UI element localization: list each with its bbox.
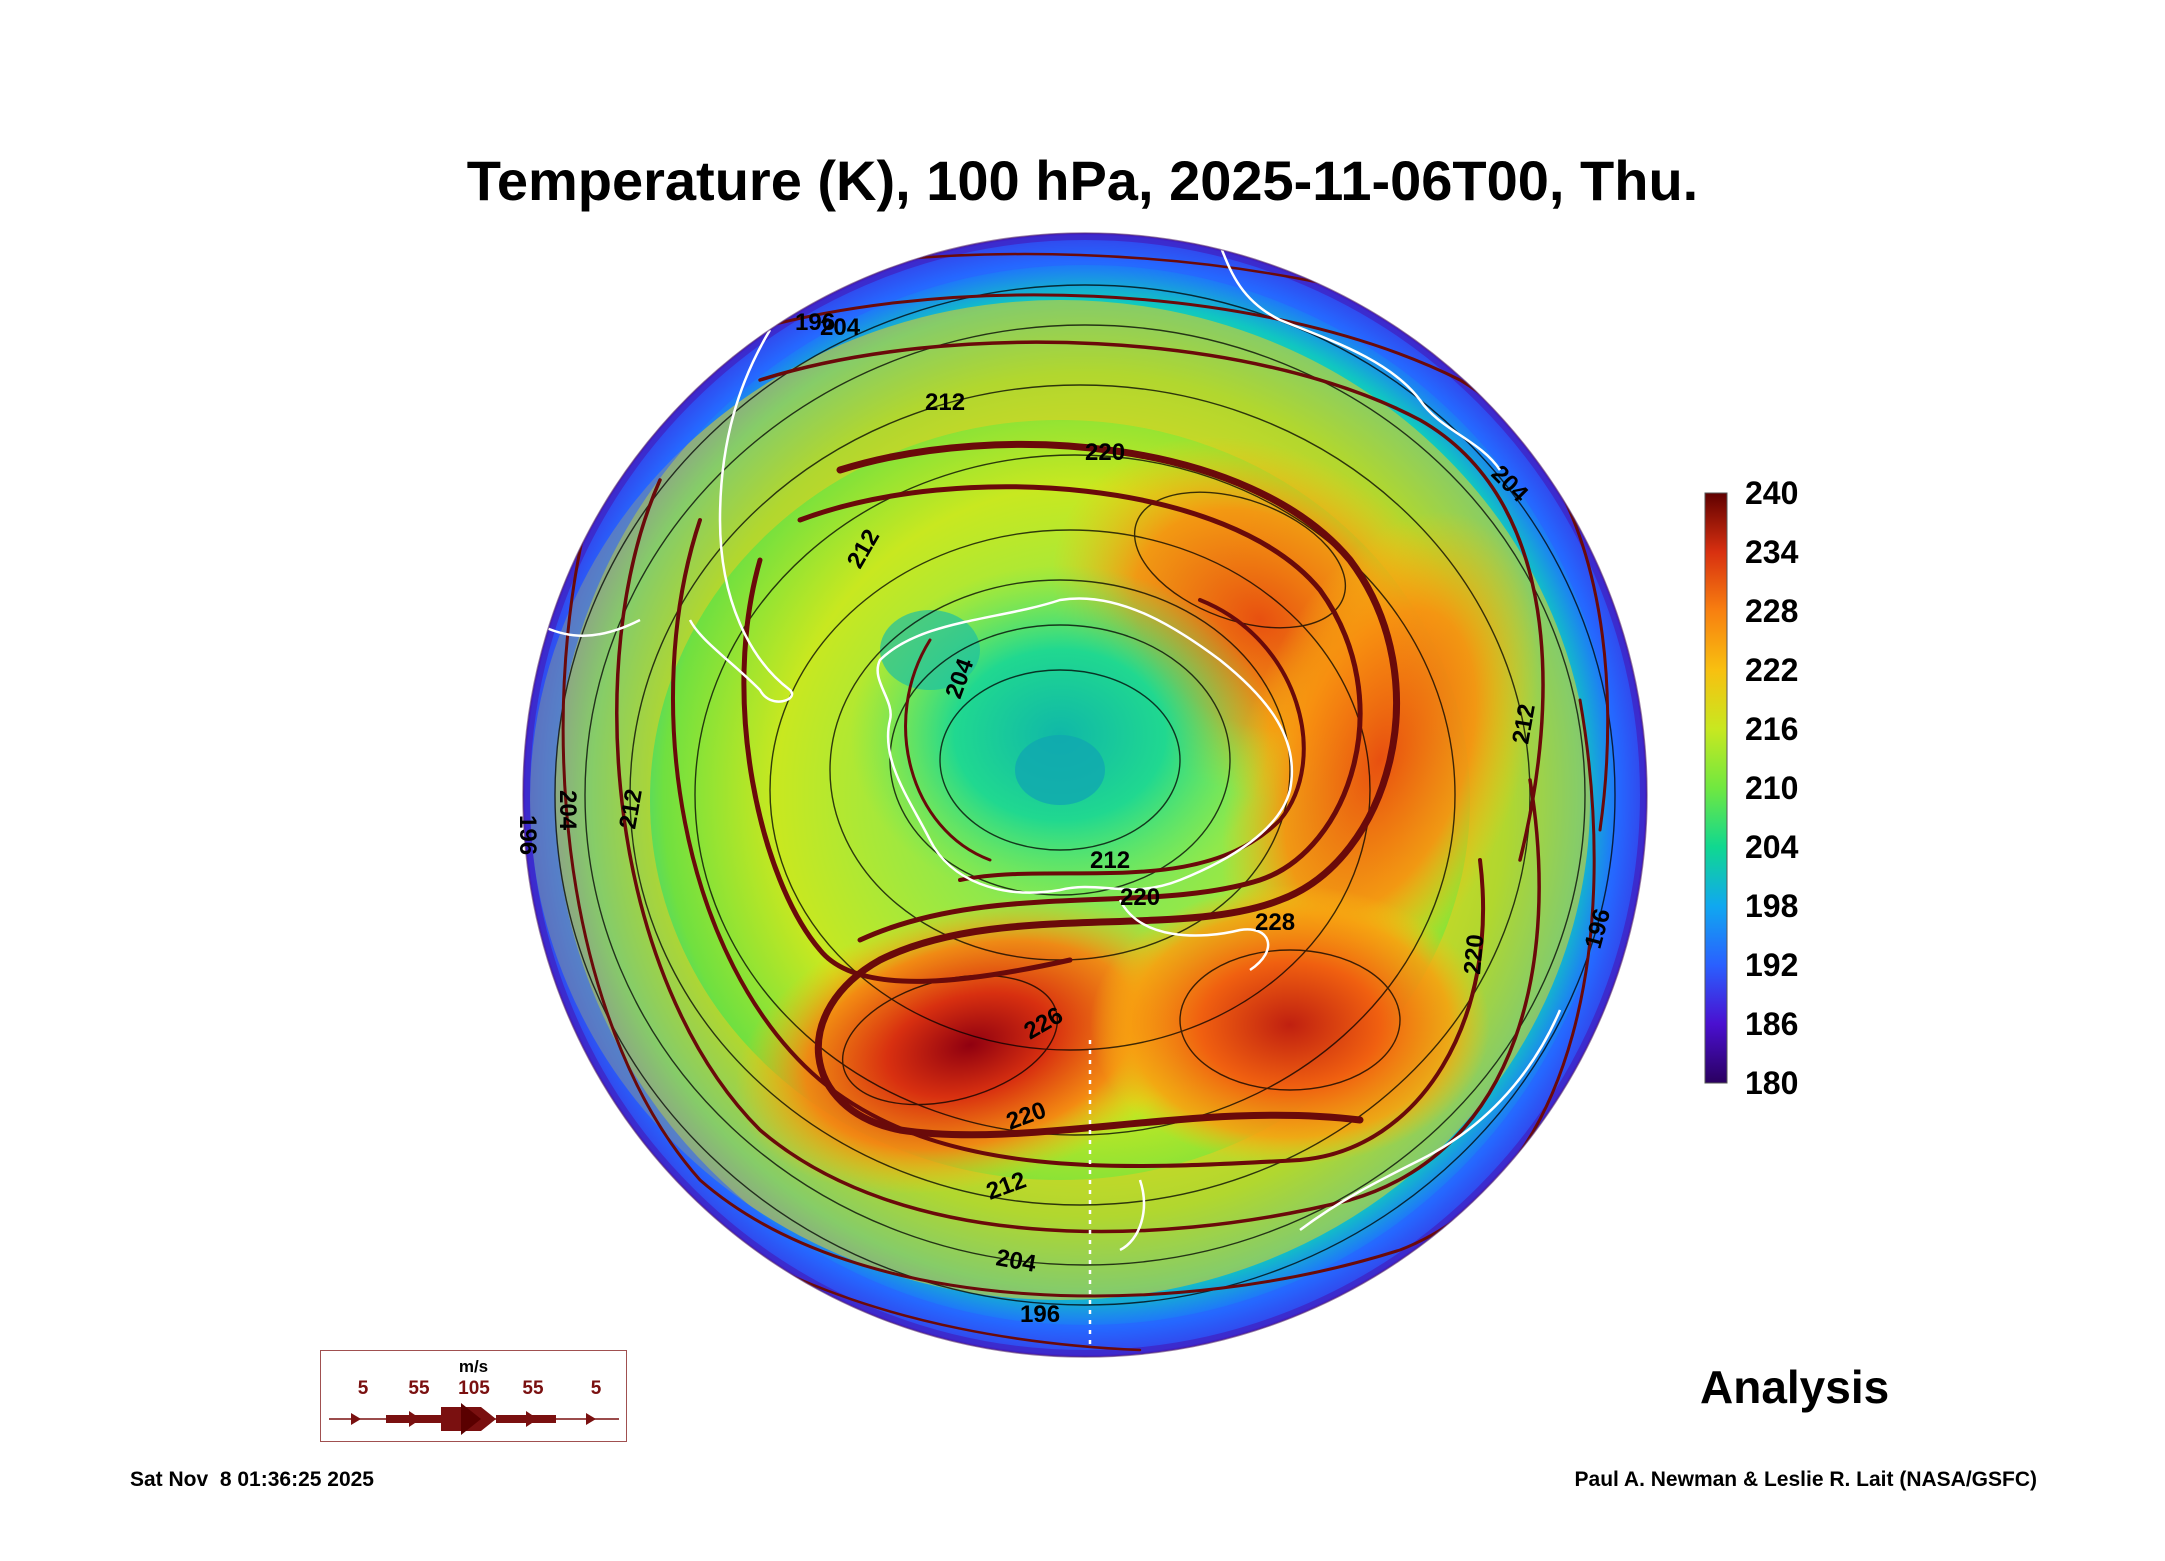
contour-label: 228 xyxy=(1255,909,1295,936)
contour-label: 220 xyxy=(1085,439,1125,466)
contour-label: 196 xyxy=(514,815,541,855)
colorbar xyxy=(1704,492,1728,1084)
colorbar-tick-label: 216 xyxy=(1745,711,1799,747)
contour-label: 196 xyxy=(795,309,835,336)
footer-timestamp: Sat Nov 8 01:36:25 2025 xyxy=(130,1468,374,1491)
wind-legend-unit: m/s xyxy=(458,1357,489,1376)
map-title: Temperature (K), 100 hPa, 2025-11-06T00,… xyxy=(466,149,1699,212)
wind-legend-label: 5 xyxy=(357,1378,369,1399)
contour-label: 196 xyxy=(1020,1301,1060,1328)
colorbar-tick-label: 204 xyxy=(1745,829,1799,865)
wind-legend-label: 55 xyxy=(522,1378,544,1399)
colorbar-tick-label: 198 xyxy=(1745,888,1799,924)
map-disk xyxy=(523,233,1647,1357)
analysis-label: Analysis xyxy=(1700,1361,1890,1413)
colorbar-tick-label: 240 xyxy=(1745,475,1799,511)
colorbar-tick-label: 180 xyxy=(1745,1065,1799,1101)
colorbar-tick-label: 192 xyxy=(1745,947,1799,983)
colorbar-tick-label: 210 xyxy=(1745,770,1799,806)
wind-legend-label: 105 xyxy=(458,1378,490,1399)
contour-label: 212 xyxy=(925,389,965,416)
wind-speed-legend: m/s 5 55 105 55 5 xyxy=(320,1350,627,1442)
footer-credit: Paul A. Newman & Leslie R. Lait (NASA/GS… xyxy=(1574,1468,2037,1491)
contour-label: 212 xyxy=(1090,847,1130,874)
colorbar-tick-label: 186 xyxy=(1745,1006,1799,1042)
contour-label: 220 xyxy=(1120,884,1160,911)
colorbar-tick-label: 222 xyxy=(1745,652,1799,688)
wind-legend-arrow-icon xyxy=(329,1403,619,1435)
colorbar-tick-label: 228 xyxy=(1745,593,1799,629)
contour-label: 204 xyxy=(820,314,861,341)
contour-label: 220 xyxy=(1459,933,1489,975)
wind-legend-label: 55 xyxy=(408,1378,430,1399)
wind-legend-label: 5 xyxy=(590,1378,602,1399)
colorbar-tick-label: 234 xyxy=(1745,534,1799,570)
contour-label: 204 xyxy=(554,790,581,831)
